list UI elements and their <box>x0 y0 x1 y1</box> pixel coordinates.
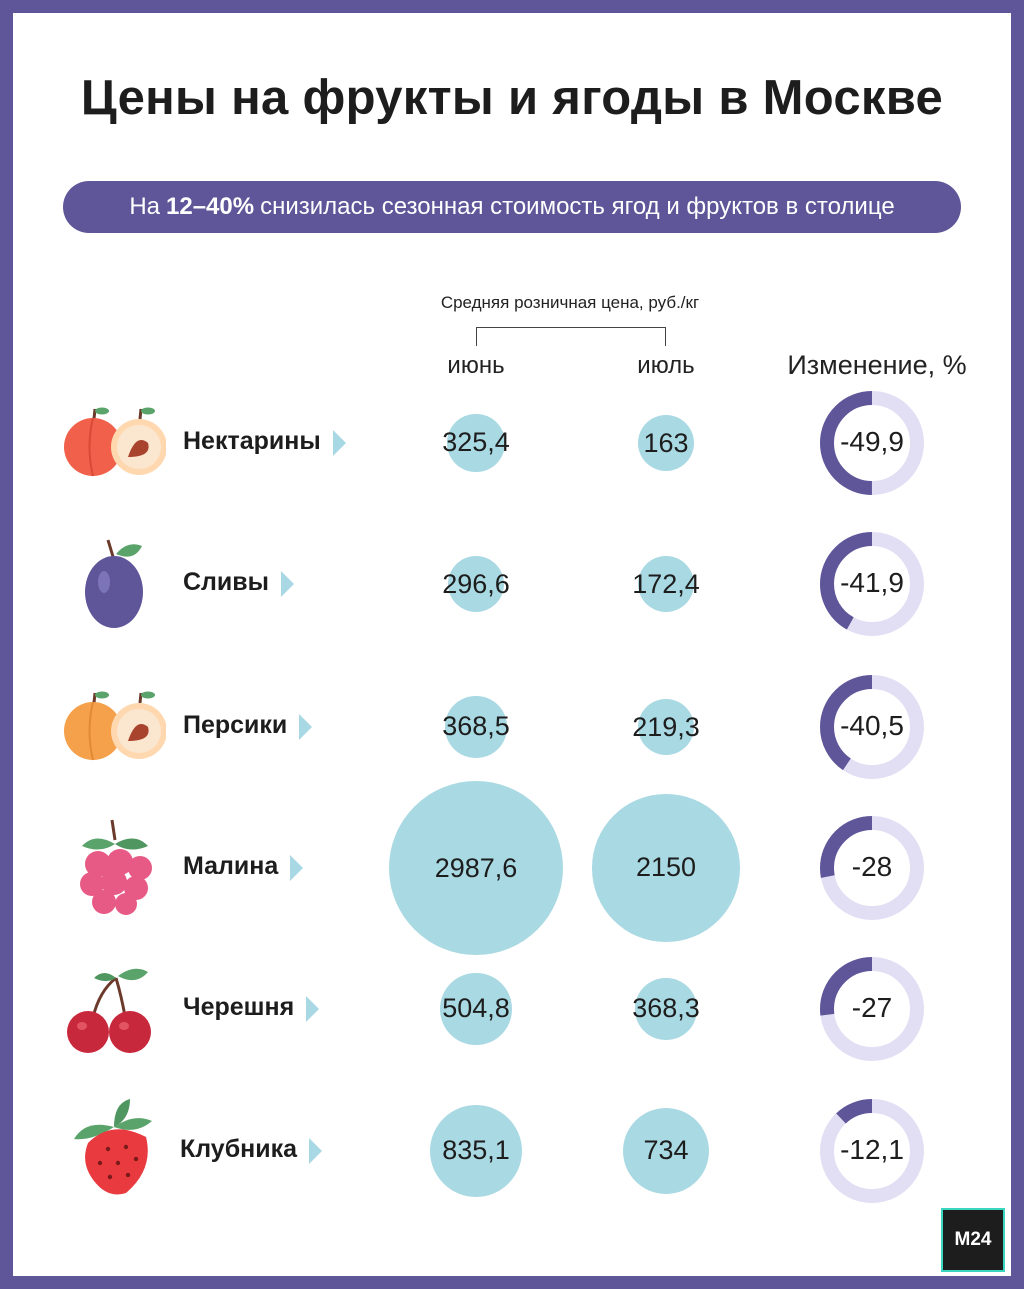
fruit-name: Сливы <box>183 568 270 596</box>
change-donut <box>820 391 924 495</box>
june-price-bubble: 2987,6 <box>389 781 563 955</box>
june-price-label: 2987,6 <box>434 852 518 883</box>
july-price-label: 368,3 <box>632 993 700 1024</box>
banner-highlight: 12–40% <box>166 193 255 220</box>
column-header-june: июнь <box>447 352 505 379</box>
july-price-bubble: 2150 <box>592 794 740 942</box>
avg-price-label: Средняя розничная цена, руб./кг <box>440 293 700 312</box>
donut-change-arc <box>820 816 924 920</box>
july-price-bubble: 172,4 <box>632 556 700 612</box>
row-arrow-icon <box>306 996 320 1022</box>
summary-banner: На 12–40% снизилась сезонная стоимость я… <box>63 181 961 233</box>
june-price-bubble: 368,5 <box>442 696 510 758</box>
july-price-bubble: 368,3 <box>632 978 700 1040</box>
july-price-label: 219,3 <box>632 711 700 742</box>
june-price-bubble: 835,1 <box>430 1105 522 1197</box>
donut-change-arc <box>820 1099 924 1203</box>
header-bracket <box>476 327 666 346</box>
donut-change-arc <box>820 532 924 636</box>
row-arrow-icon <box>309 1138 323 1164</box>
donut-change-arc <box>820 675 924 779</box>
change-value-label: -41,9 <box>840 567 904 598</box>
change-donut <box>820 1099 924 1203</box>
june-price-label: 835,1 <box>442 1135 510 1166</box>
change-donut <box>820 675 924 779</box>
change-value-label: -27 <box>851 992 893 1023</box>
change-donut <box>820 957 924 1061</box>
row-arrow-icon <box>290 855 304 881</box>
change-value-label: -12,1 <box>840 1134 904 1165</box>
fruit-name: Нектарины <box>183 427 321 455</box>
june-price-label: 325,4 <box>442 427 510 458</box>
nectarine-icon <box>62 403 167 488</box>
change-value-label: -40,5 <box>840 710 904 741</box>
june-price-bubble: 296,6 <box>442 556 510 612</box>
july-price-label: 2150 <box>635 852 697 883</box>
fruit-name: Персики <box>183 711 288 739</box>
change-value-label: -49,9 <box>840 426 904 457</box>
fruit-name: Черешня <box>183 993 295 1021</box>
change-value-label: -28 <box>851 851 893 882</box>
change-donut <box>820 532 924 636</box>
june-price-label: 504,8 <box>442 993 510 1024</box>
strawberry-icon <box>68 1099 164 1204</box>
m24-logo: M24 <box>941 1208 1005 1272</box>
july-price-label: 163 <box>643 427 689 458</box>
june-price-label: 368,5 <box>442 711 510 742</box>
column-header-change: Изменение, % <box>787 350 967 380</box>
change-donut <box>820 816 924 920</box>
fruit-name: Малина <box>183 852 279 880</box>
banner-suffix: снизилась сезонная стоимость ягод и фрук… <box>260 193 895 220</box>
row-arrow-icon <box>332 430 346 456</box>
row-arrow-icon <box>281 571 295 597</box>
july-price-label: 172,4 <box>632 568 700 599</box>
july-price-bubble: 163 <box>638 415 694 471</box>
june-price-bubble: 504,8 <box>440 973 512 1045</box>
column-header-july: июль <box>637 352 695 379</box>
july-price-bubble: 734 <box>622 1107 710 1195</box>
july-price-label: 734 <box>643 1135 689 1166</box>
raspberry-icon <box>70 818 160 923</box>
donut-change-arc <box>820 391 924 495</box>
june-price-bubble: 325,4 <box>442 414 510 472</box>
fruit-name: Клубника <box>180 1135 298 1163</box>
peach-icon <box>62 687 167 772</box>
page-title: Цены на фрукты и ягоды в Москве <box>80 71 944 125</box>
donut-change-arc <box>820 957 924 1061</box>
july-price-bubble: 219,3 <box>632 699 700 755</box>
banner-prefix: На <box>129 193 161 220</box>
june-price-label: 296,6 <box>442 568 510 599</box>
plum-icon <box>62 536 166 637</box>
cherry-icon <box>62 964 166 1059</box>
row-arrow-icon <box>299 714 313 740</box>
